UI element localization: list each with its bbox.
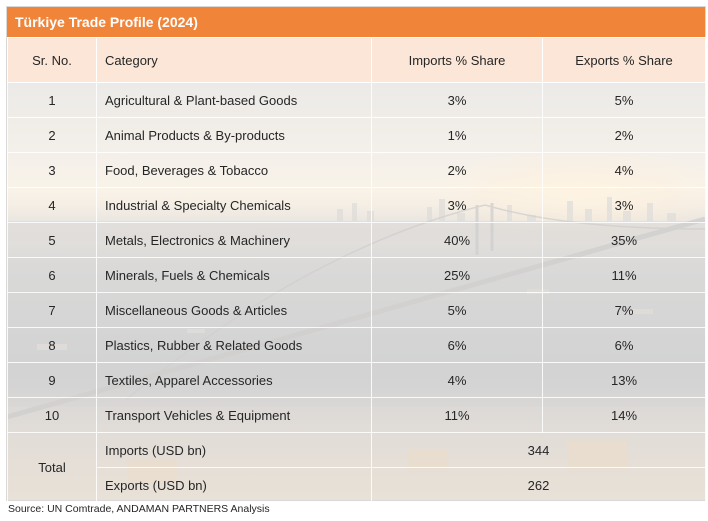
- cell-category: Agricultural & Plant-based Goods: [96, 82, 372, 118]
- total-imports-value: 344: [371, 432, 706, 468]
- cell-category: Minerals, Fuels & Chemicals: [96, 257, 372, 293]
- cell-exports-share: 4%: [542, 152, 706, 188]
- cell-sr-no: 5: [7, 222, 97, 258]
- cell-category: Plastics, Rubber & Related Goods: [96, 327, 372, 363]
- cell-imports-share: 25%: [371, 257, 543, 293]
- cell-category: Transport Vehicles & Equipment: [96, 397, 372, 433]
- total-exports-row: Exports (USD bn) 262: [8, 467, 706, 503]
- cell-imports-share: 40%: [371, 222, 543, 258]
- cell-exports-share: 13%: [542, 362, 706, 398]
- header-imports-share: Imports % Share: [371, 37, 543, 83]
- cell-sr-no: 8: [7, 327, 97, 363]
- trade-table: Sr. No. Category Imports % Share Exports…: [7, 37, 706, 503]
- table-row: 1 Agricultural & Plant-based Goods 3% 5%: [7, 82, 706, 118]
- header-row: Sr. No. Category Imports % Share Exports…: [7, 37, 706, 83]
- cell-sr-no: 6: [7, 257, 97, 293]
- cell-sr-no: 10: [7, 397, 97, 433]
- cell-category: Animal Products & By-products: [96, 117, 372, 153]
- cell-exports-share: 14%: [542, 397, 706, 433]
- cell-sr-no: 1: [7, 82, 97, 118]
- table-row: 8 Plastics, Rubber & Related Goods 6% 6%: [7, 327, 706, 363]
- cell-exports-share: 5%: [542, 82, 706, 118]
- total-imports-row: Total Imports (USD bn) 344: [7, 432, 706, 503]
- table-row: 3 Food, Beverages & Tobacco 2% 4%: [7, 152, 706, 188]
- cell-sr-no: 2: [7, 117, 97, 153]
- cell-exports-share: 3%: [542, 187, 706, 223]
- cell-category: Textiles, Apparel Accessories: [96, 362, 372, 398]
- table-row: 10 Transport Vehicles & Equipment 11% 14…: [7, 397, 706, 433]
- header-category: Category: [96, 37, 372, 83]
- cell-sr-no: 9: [7, 362, 97, 398]
- cell-imports-share: 1%: [371, 117, 543, 153]
- table-row: 4 Industrial & Specialty Chemicals 3% 3%: [7, 187, 706, 223]
- table-row: 6 Minerals, Fuels & Chemicals 25% 11%: [7, 257, 706, 293]
- cell-category: Metals, Electronics & Machinery: [96, 222, 372, 258]
- header-exports-share: Exports % Share: [542, 37, 706, 83]
- cell-category: Miscellaneous Goods & Articles: [96, 292, 372, 328]
- cell-exports-share: 11%: [542, 257, 706, 293]
- cell-imports-share: 5%: [371, 292, 543, 328]
- cell-imports-share: 6%: [371, 327, 543, 363]
- table-title: Türkiye Trade Profile (2024): [7, 7, 705, 37]
- total-exports-label: Exports (USD bn): [96, 467, 372, 503]
- cell-imports-share: 2%: [371, 152, 543, 188]
- cell-imports-share: 3%: [371, 82, 543, 118]
- cell-imports-share: 11%: [371, 397, 543, 433]
- cell-sr-no: 3: [7, 152, 97, 188]
- header-sr-no: Sr. No.: [7, 37, 97, 83]
- cell-sr-no: 7: [7, 292, 97, 328]
- cell-category: Food, Beverages & Tobacco: [96, 152, 372, 188]
- cell-exports-share: 2%: [542, 117, 706, 153]
- cell-imports-share: 4%: [371, 362, 543, 398]
- cell-imports-share: 3%: [371, 187, 543, 223]
- cell-sr-no: 4: [7, 187, 97, 223]
- total-exports-value: 262: [371, 467, 706, 503]
- total-label: Total: [7, 432, 97, 503]
- trade-profile-panel: Türkiye Trade Profile (2024): [6, 6, 706, 503]
- cell-category: Industrial & Specialty Chemicals: [96, 187, 372, 223]
- table-row: 7 Miscellaneous Goods & Articles 5% 7%: [7, 292, 706, 328]
- cell-exports-share: 7%: [542, 292, 706, 328]
- total-imports-label: Imports (USD bn): [96, 432, 372, 468]
- table-row: 2 Animal Products & By-products 1% 2%: [7, 117, 706, 153]
- table-row: 5 Metals, Electronics & Machinery 40% 35…: [7, 222, 706, 258]
- cell-exports-share: 35%: [542, 222, 706, 258]
- table-row: 9 Textiles, Apparel Accessories 4% 13%: [7, 362, 706, 398]
- cell-exports-share: 6%: [542, 327, 706, 363]
- source-note: Source: UN Comtrade, ANDAMAN PARTNERS An…: [8, 503, 270, 515]
